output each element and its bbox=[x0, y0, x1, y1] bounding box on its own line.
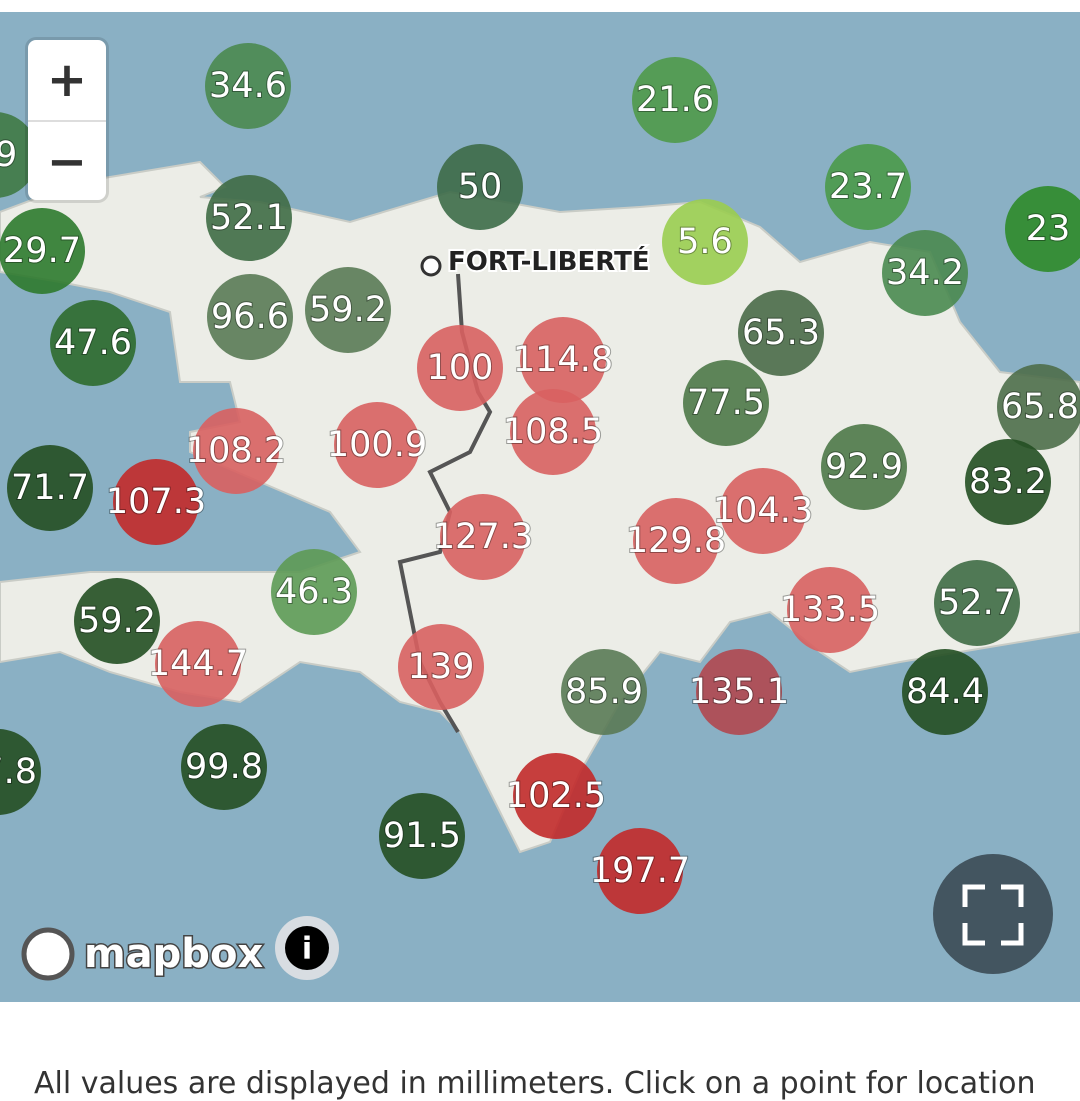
marker-label: 99.8 bbox=[185, 747, 263, 787]
marker[interactable] bbox=[379, 793, 465, 879]
marker[interactable] bbox=[561, 649, 647, 735]
marker-label: 107.3 bbox=[106, 482, 206, 522]
marker[interactable] bbox=[720, 468, 806, 554]
marker-label: 144.7 bbox=[148, 644, 248, 684]
marker-label: 84.4 bbox=[906, 672, 984, 712]
marker-label: 96.6 bbox=[211, 297, 289, 337]
marker-label: 91.5 bbox=[383, 816, 461, 856]
marker[interactable] bbox=[305, 267, 391, 353]
marker-label: 23 bbox=[1026, 209, 1071, 249]
marker[interactable] bbox=[0, 729, 41, 815]
info-icon: i bbox=[302, 932, 312, 967]
map[interactable]: 34.6 21.6 19 50 23.7 23 52.1 5.6 29.7 34.2 96.6 59.… bbox=[0, 12, 1080, 1002]
marker[interactable] bbox=[510, 389, 596, 475]
marker-label: 52.1 bbox=[210, 198, 288, 238]
marker[interactable] bbox=[633, 498, 719, 584]
footer-text: All values are displayed in millimeters.… bbox=[34, 1066, 1036, 1101]
marker[interactable] bbox=[997, 364, 1080, 450]
marker[interactable] bbox=[205, 43, 291, 129]
attribution[interactable]: mapbox bbox=[83, 930, 265, 979]
marker[interactable] bbox=[206, 175, 292, 261]
marker[interactable] bbox=[513, 753, 599, 839]
marker-label: 83.2 bbox=[969, 462, 1047, 502]
marker[interactable] bbox=[597, 828, 683, 914]
marker-label: 100 bbox=[427, 348, 494, 388]
marker-label: 47.6 bbox=[54, 323, 132, 363]
fullscreen-icon bbox=[962, 884, 1024, 946]
marker-label: 104.3 bbox=[713, 491, 813, 531]
marker-label: 50 bbox=[458, 167, 503, 207]
marker[interactable] bbox=[825, 144, 911, 230]
marker[interactable] bbox=[74, 578, 160, 664]
marker[interactable] bbox=[520, 317, 606, 403]
marker-label: 100.9 bbox=[327, 425, 427, 465]
marker[interactable] bbox=[934, 560, 1020, 646]
marker[interactable] bbox=[440, 494, 526, 580]
marker-label: 59.2 bbox=[309, 290, 387, 330]
marker-label: 102.5 bbox=[506, 776, 606, 816]
fullscreen-button[interactable] bbox=[933, 854, 1053, 974]
marker-label: 46.3 bbox=[275, 572, 353, 612]
marker[interactable] bbox=[398, 624, 484, 710]
zoom-control: + − bbox=[28, 40, 106, 200]
place-dot bbox=[420, 255, 442, 277]
marker[interactable] bbox=[181, 724, 267, 810]
marker-label: 29.7 bbox=[3, 231, 81, 271]
marker[interactable] bbox=[787, 567, 873, 653]
marker-label: 114.8 bbox=[513, 340, 613, 380]
markers: 34.6 21.6 19 50 23.7 23 52.1 5.6 29.7 34.2 96.6 59.… bbox=[0, 43, 1080, 914]
marker[interactable] bbox=[902, 649, 988, 735]
marker-label: 77.5 bbox=[687, 383, 765, 423]
marker[interactable] bbox=[207, 274, 293, 360]
marker-label: 129.8 bbox=[626, 521, 726, 561]
marker[interactable] bbox=[113, 459, 199, 545]
marker-label: 71.7 bbox=[11, 468, 89, 508]
marker-label: 127.3 bbox=[433, 517, 533, 557]
marker[interactable] bbox=[662, 199, 748, 285]
marker[interactable] bbox=[193, 408, 279, 494]
marker-label: 5.6 bbox=[677, 222, 733, 262]
marker-label: 135.1 bbox=[689, 672, 789, 712]
marker[interactable] bbox=[50, 300, 136, 386]
marker[interactable] bbox=[965, 439, 1051, 525]
marker-label: 108.5 bbox=[503, 412, 603, 452]
marker-label: 59.2 bbox=[78, 601, 156, 641]
zoom-in[interactable]: + bbox=[46, 52, 88, 108]
marker[interactable] bbox=[7, 445, 93, 531]
marker-label: 197.7 bbox=[590, 851, 690, 891]
marker-label: 34.6 bbox=[209, 66, 287, 106]
marker[interactable] bbox=[155, 621, 241, 707]
marker-label: 21.6 bbox=[636, 80, 714, 120]
marker[interactable] bbox=[417, 325, 503, 411]
marker[interactable] bbox=[1005, 186, 1080, 272]
marker-label: 65.8 bbox=[1001, 387, 1079, 427]
marker-label: 19 bbox=[0, 135, 17, 175]
marker-label: 23.7 bbox=[829, 167, 907, 207]
place-label: FORT-LIBERTÉ bbox=[448, 245, 650, 277]
marker[interactable] bbox=[334, 402, 420, 488]
marker[interactable] bbox=[882, 230, 968, 316]
marker-label: 34.2 bbox=[886, 253, 964, 293]
marker-label: 27.8 bbox=[0, 752, 37, 792]
marker[interactable] bbox=[0, 208, 85, 294]
info-button[interactable] bbox=[285, 926, 329, 970]
marker[interactable] bbox=[683, 360, 769, 446]
marker-label: 92.9 bbox=[825, 447, 903, 487]
marker-label: 108.2 bbox=[186, 431, 286, 471]
mapbox-logo[interactable] bbox=[21, 927, 75, 981]
marker[interactable] bbox=[696, 649, 782, 735]
marker-label: 52.7 bbox=[938, 583, 1016, 623]
marker[interactable] bbox=[821, 424, 907, 510]
marker-label: 85.9 bbox=[565, 672, 643, 712]
marker[interactable] bbox=[271, 549, 357, 635]
marker-label: 133.5 bbox=[780, 590, 880, 630]
marker-label: 65.3 bbox=[742, 313, 820, 353]
marker[interactable] bbox=[437, 144, 523, 230]
zoom-out[interactable]: − bbox=[28, 120, 106, 202]
marker[interactable] bbox=[738, 290, 824, 376]
marker-label: 139 bbox=[408, 647, 475, 687]
marker[interactable] bbox=[632, 57, 718, 143]
